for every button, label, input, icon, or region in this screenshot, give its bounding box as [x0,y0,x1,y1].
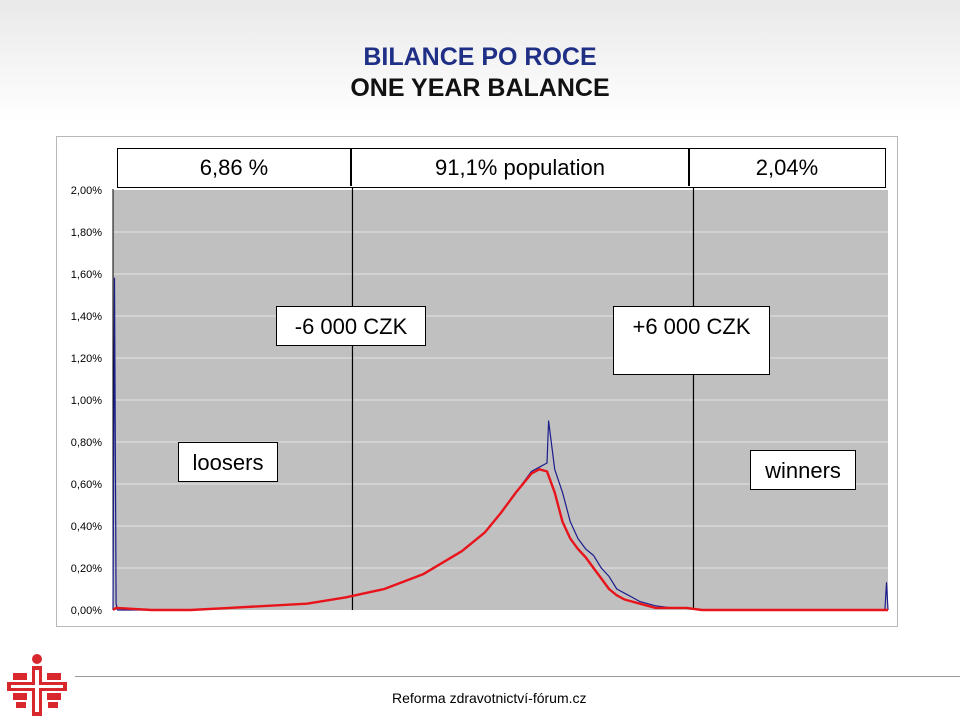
y-tick-label: 0,20% [71,563,102,575]
y-tick-label: 0,60% [71,479,102,491]
footer-text: Reforma zdravotnictví-fórum.cz [392,690,587,706]
y-tick-label: 1,60% [71,269,102,281]
header-middle-value: 91,1% population [434,155,606,180]
header-left-value: 6,86 % [199,155,269,180]
y-tick-label: 1,00% [71,395,102,407]
chart-header-bar: 6,86 % 91,1% population 2,04% [117,148,886,188]
series-line-2 [112,468,888,612]
y-tick-label: 1,20% [71,353,102,365]
y-tick-label: 0,00% [71,605,102,617]
chart-area: 2,00% 1,80% 1,60% 1,40% 1,20% 1,00% 0,80% 0,60%… [56,136,898,627]
header-divider [350,149,352,186]
annotation-minus-czk: -6 000 CZK [276,306,426,346]
title-line-2: ONE YEAR BALANCE [350,74,610,102]
chart-svg: 2,00% 1,80% 1,60% 1,40% 1,20% 1,00% 0,80% 0,60%… [71,172,889,617]
y-tick-label: 1,80% [71,227,102,239]
annotation-winners: winners [750,450,856,490]
y-tick-label: 1,40% [71,311,102,323]
annotation-plus-czk: +6 000 CZK [613,306,770,375]
y-tick-label: 0,40% [71,521,102,533]
y-tick-label: 0,80% [71,437,102,449]
header-right-value: 2,04% [755,155,819,180]
annotation-loosers: loosers [178,442,278,482]
medical-cross-logo-icon [7,654,67,716]
header-divider [688,149,690,186]
footer-divider [75,676,960,677]
y-tick-label: 2,00% [71,185,102,197]
title-line-1: BILANCE PO ROCE [363,43,597,71]
